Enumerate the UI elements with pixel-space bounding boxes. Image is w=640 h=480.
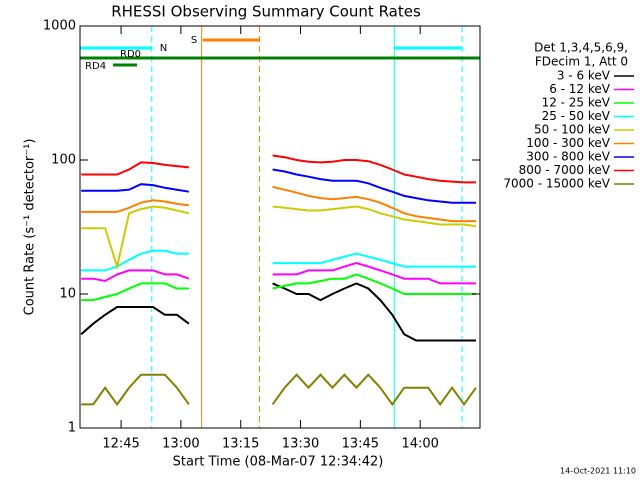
series-line (81, 273, 476, 302)
y-axis-label: Count Rate (s⁻¹ detector⁻¹) (23, 139, 38, 316)
x-tick-label: 13:00 (162, 437, 199, 452)
legend-label: 800 - 7000 keV (519, 163, 611, 177)
x-tick-label: 13:15 (222, 437, 259, 452)
x-tick-label: 13:30 (282, 437, 319, 452)
series-line (81, 205, 477, 271)
annotation-label: S (191, 35, 197, 46)
legend-label: 50 - 100 keV (534, 123, 611, 137)
y-tick-label: 1 (68, 421, 76, 436)
series-line (80, 282, 476, 342)
annotation-label: RD0 (120, 49, 141, 60)
legend-label: 300 - 800 keV (526, 150, 610, 164)
series-line (81, 185, 476, 223)
x-tick-label: 14:00 (401, 437, 438, 452)
x-tick-label: 13:45 (342, 437, 379, 452)
legend-label: 100 - 300 keV (526, 136, 610, 150)
x-tick-label: 12:45 (102, 437, 139, 452)
y-tick-label: 1000 (43, 19, 76, 34)
chart-title: RHESSI Observing Summary Count Rates (111, 3, 421, 21)
series-line (81, 168, 476, 204)
series-line (81, 154, 476, 184)
footer: 14-Oct-2021 11:10 (560, 467, 636, 476)
annotation-label: RD4 (85, 61, 106, 72)
legend-label: 6 - 12 keV (549, 82, 611, 96)
legend-label: 3 - 6 keV (557, 69, 611, 83)
series-line (81, 373, 477, 407)
y-tick-label: 10 (59, 287, 76, 302)
plot-frame (79, 25, 481, 429)
series-line (81, 262, 476, 285)
legend-header: FDecim 1, Att 0 (535, 55, 628, 69)
legend-label: 7000 - 15000 keV (503, 177, 610, 191)
x-axis-label: Start Time (08-Mar-07 12:34:42) (173, 455, 384, 470)
legend-label: 12 - 25 keV (542, 96, 611, 110)
legend-label: 25 - 50 keV (542, 109, 611, 123)
annotation-label: N (160, 43, 167, 54)
y-tick-label: 100 (51, 153, 76, 168)
series-line (81, 249, 476, 272)
legend-header: Det 1,3,4,5,6,9, (534, 41, 628, 55)
